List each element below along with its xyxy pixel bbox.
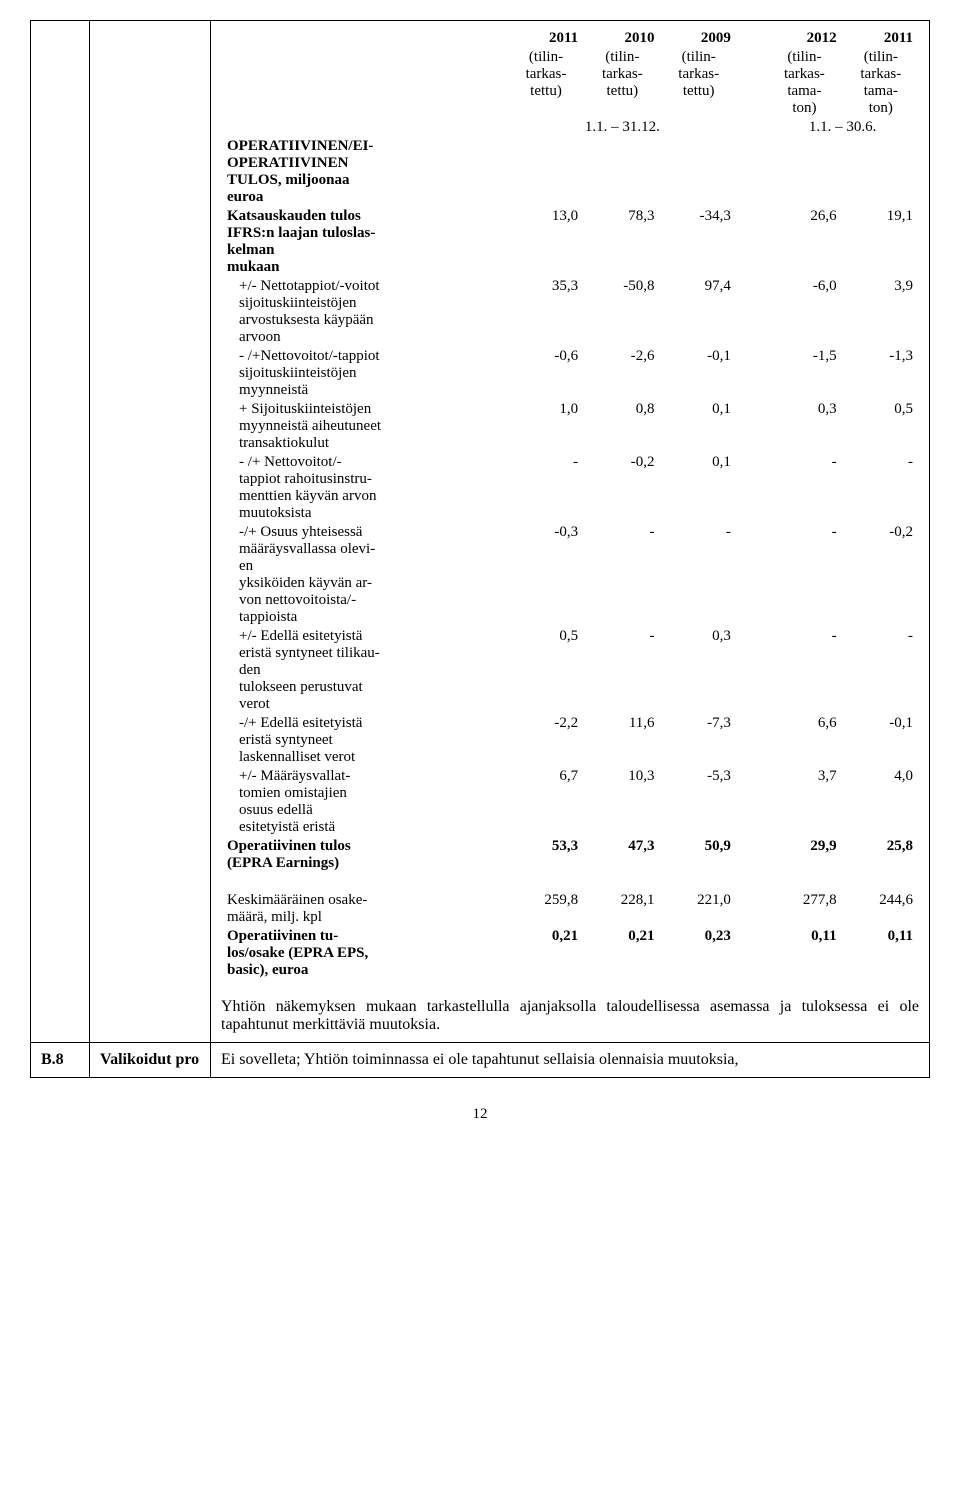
cell: -2,2 bbox=[508, 714, 584, 767]
cell: -1,5 bbox=[766, 347, 842, 400]
year-2: 2009 bbox=[661, 29, 737, 48]
cell: 25,8 bbox=[843, 837, 919, 873]
cell: 13,0 bbox=[508, 207, 584, 277]
cell: 29,9 bbox=[766, 837, 842, 873]
outer-table: 2011 2010 2009 2012 2011 (tilin-tarkas-t… bbox=[30, 20, 930, 1078]
year-4: 2011 bbox=[843, 29, 919, 48]
cell: - bbox=[766, 523, 842, 627]
left-col-title-empty bbox=[90, 21, 211, 1043]
total-label: Operatiivinen tulos(EPRA Earnings) bbox=[221, 837, 508, 873]
cell: 1,0 bbox=[508, 400, 584, 453]
cell: 19,1 bbox=[843, 207, 919, 277]
cell: 78,3 bbox=[584, 207, 660, 277]
period-right: 1.1. – 30.6. bbox=[766, 118, 919, 137]
row-label: Operatiivinen tu-los/osake (EPRA EPS,bas… bbox=[221, 927, 508, 980]
row2-text: Ei sovelleta; Yhtiön toiminnassa ei ole … bbox=[211, 1043, 930, 1078]
cell: -2,6 bbox=[584, 347, 660, 400]
cell: 244,6 bbox=[843, 891, 919, 927]
cell: 0,23 bbox=[661, 927, 737, 980]
cell: -0,3 bbox=[508, 523, 584, 627]
cell: - bbox=[584, 523, 660, 627]
cell: 0,5 bbox=[508, 627, 584, 714]
row-label: +/- Määräysvallat-tomien omistajienosuus… bbox=[221, 767, 508, 837]
cell: 6,6 bbox=[766, 714, 842, 767]
block-title: OPERATIIVINEN/EI-OPERATIIVINENTULOS, mil… bbox=[221, 137, 508, 207]
cell: 0,11 bbox=[766, 927, 842, 980]
cell: -0,1 bbox=[661, 347, 737, 400]
row-label: - /+Nettovoitot/-tappiotsijoituskiinteis… bbox=[221, 347, 508, 400]
sub-3: (tilin-tarkas-tama-ton) bbox=[766, 48, 842, 118]
cell: -7,3 bbox=[661, 714, 737, 767]
cell: 3,9 bbox=[843, 277, 919, 347]
cell: 3,7 bbox=[766, 767, 842, 837]
cell: -0,6 bbox=[508, 347, 584, 400]
cell: -50,8 bbox=[584, 277, 660, 347]
page-number: 12 bbox=[30, 1106, 930, 1123]
cell: 221,0 bbox=[661, 891, 737, 927]
cell: 97,4 bbox=[661, 277, 737, 347]
cell: 35,3 bbox=[508, 277, 584, 347]
cell: 0,3 bbox=[661, 627, 737, 714]
cell: 47,3 bbox=[584, 837, 660, 873]
row-label: + Sijoituskiinteistöjenmyynneistä aiheut… bbox=[221, 400, 508, 453]
cell: - bbox=[766, 453, 842, 523]
cell: 50,9 bbox=[661, 837, 737, 873]
cell: 11,6 bbox=[584, 714, 660, 767]
row-label: - /+ Nettovoitot/-tappiot rahoitusinstru… bbox=[221, 453, 508, 523]
sub-2: (tilin-tarkas-tettu) bbox=[661, 48, 737, 118]
cell: 6,7 bbox=[508, 767, 584, 837]
cell: -6,0 bbox=[766, 277, 842, 347]
cell: -0,1 bbox=[843, 714, 919, 767]
row-label: Katsauskauden tulosIFRS:n laajan tulosla… bbox=[221, 207, 508, 277]
content-cell: 2011 2010 2009 2012 2011 (tilin-tarkas-t… bbox=[211, 21, 930, 1043]
cell: - bbox=[584, 627, 660, 714]
row-label: +/- Nettotappiot/-voitotsijoituskiinteis… bbox=[221, 277, 508, 347]
cell: 4,0 bbox=[843, 767, 919, 837]
cell: -0,2 bbox=[584, 453, 660, 523]
cell: - bbox=[508, 453, 584, 523]
row2-code: B.8 bbox=[31, 1043, 90, 1078]
cell: -34,3 bbox=[661, 207, 737, 277]
left-col-empty bbox=[31, 21, 90, 1043]
cell: 277,8 bbox=[766, 891, 842, 927]
row2-title: Valikoidut pro bbox=[90, 1043, 211, 1078]
row-label: Keskimääräinen osake-määrä, milj. kpl bbox=[221, 891, 508, 927]
cell: - bbox=[766, 627, 842, 714]
cell: 259,8 bbox=[508, 891, 584, 927]
cell: 0,5 bbox=[843, 400, 919, 453]
year-0: 2011 bbox=[508, 29, 584, 48]
footnote-text: Yhtiön näkemyksen mukaan tarkastellulla … bbox=[221, 998, 919, 1034]
row-label: +/- Edellä esitetyistäeristä syntyneet t… bbox=[221, 627, 508, 714]
sub-4: (tilin-tarkas-tama-ton) bbox=[843, 48, 919, 118]
period-left: 1.1. – 31.12. bbox=[508, 118, 737, 137]
year-3: 2012 bbox=[766, 29, 842, 48]
cell: -0,2 bbox=[843, 523, 919, 627]
cell: - bbox=[843, 453, 919, 523]
cell: - bbox=[843, 627, 919, 714]
cell: - bbox=[661, 523, 737, 627]
row-label: -/+ Osuus yhteisessämääräysvallassa olev… bbox=[221, 523, 508, 627]
sub-0: (tilin-tarkas-tettu) bbox=[508, 48, 584, 118]
cell: 0,8 bbox=[584, 400, 660, 453]
year-1: 2010 bbox=[584, 29, 660, 48]
cell: 0,3 bbox=[766, 400, 842, 453]
cell: 228,1 bbox=[584, 891, 660, 927]
cell: -1,3 bbox=[843, 347, 919, 400]
cell: 0,1 bbox=[661, 453, 737, 523]
cell: 0,21 bbox=[584, 927, 660, 980]
cell: 10,3 bbox=[584, 767, 660, 837]
cell: 0,21 bbox=[508, 927, 584, 980]
cell: 0,1 bbox=[661, 400, 737, 453]
cell: 53,3 bbox=[508, 837, 584, 873]
cell: -5,3 bbox=[661, 767, 737, 837]
sub-1: (tilin-tarkas-tettu) bbox=[584, 48, 660, 118]
cell: 26,6 bbox=[766, 207, 842, 277]
row-label: -/+ Edellä esitetyistäeristä syntyneetla… bbox=[221, 714, 508, 767]
cell: 0,11 bbox=[843, 927, 919, 980]
financial-table: 2011 2010 2009 2012 2011 (tilin-tarkas-t… bbox=[221, 29, 919, 980]
